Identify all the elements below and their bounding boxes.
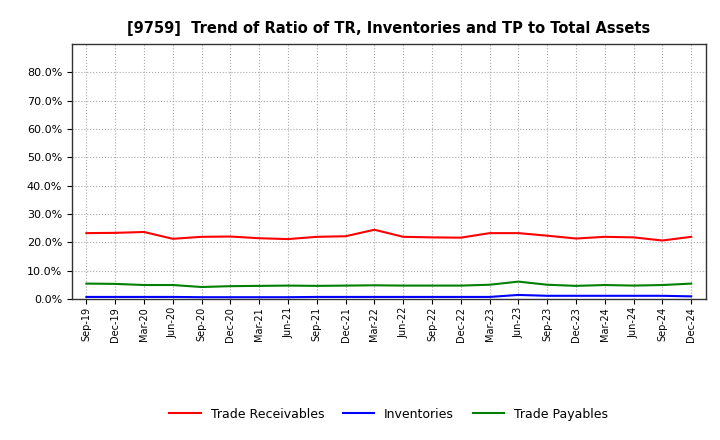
Trade Receivables — [140, 229, 148, 235]
Trade Payables — [197, 284, 206, 290]
Trade Receivables — [168, 236, 177, 242]
Trade Payables — [341, 283, 350, 288]
Inventories — [140, 294, 148, 300]
Inventories — [543, 293, 552, 298]
Inventories — [111, 294, 120, 300]
Trade Payables — [82, 281, 91, 286]
Inventories — [572, 293, 580, 298]
Inventories — [341, 294, 350, 300]
Inventories — [399, 294, 408, 300]
Trade Receivables — [456, 235, 465, 240]
Trade Payables — [399, 283, 408, 288]
Trade Receivables — [572, 236, 580, 241]
Inventories — [197, 294, 206, 300]
Inventories — [255, 294, 264, 300]
Inventories — [370, 294, 379, 300]
Trade Receivables — [197, 234, 206, 239]
Trade Receivables — [687, 234, 696, 239]
Inventories — [514, 292, 523, 297]
Trade Payables — [572, 283, 580, 289]
Inventories — [284, 294, 292, 300]
Trade Payables — [543, 282, 552, 287]
Line: Trade Payables: Trade Payables — [86, 282, 691, 287]
Trade Payables — [226, 283, 235, 289]
Trade Payables — [658, 282, 667, 288]
Trade Receivables — [600, 234, 609, 239]
Trade Payables — [687, 281, 696, 286]
Trade Payables — [168, 282, 177, 288]
Trade Receivables — [514, 231, 523, 236]
Trade Payables — [111, 281, 120, 286]
Line: Inventories: Inventories — [86, 295, 691, 297]
Inventories — [687, 294, 696, 299]
Trade Payables — [600, 282, 609, 288]
Trade Receivables — [255, 235, 264, 241]
Title: [9759]  Trend of Ratio of TR, Inventories and TP to Total Assets: [9759] Trend of Ratio of TR, Inventories… — [127, 21, 650, 36]
Trade Receivables — [658, 238, 667, 243]
Trade Payables — [255, 283, 264, 289]
Trade Payables — [485, 282, 494, 287]
Trade Payables — [428, 283, 436, 288]
Inventories — [600, 293, 609, 298]
Trade Receivables — [226, 234, 235, 239]
Trade Receivables — [341, 234, 350, 239]
Inventories — [82, 294, 91, 300]
Trade Receivables — [370, 227, 379, 232]
Trade Receivables — [111, 230, 120, 235]
Trade Payables — [629, 283, 638, 288]
Trade Receivables — [543, 233, 552, 238]
Trade Receivables — [428, 235, 436, 240]
Line: Trade Receivables: Trade Receivables — [86, 230, 691, 241]
Trade Payables — [312, 283, 321, 289]
Trade Payables — [370, 282, 379, 288]
Inventories — [226, 294, 235, 300]
Trade Receivables — [399, 234, 408, 239]
Inventories — [456, 294, 465, 300]
Trade Payables — [140, 282, 148, 288]
Inventories — [168, 294, 177, 300]
Trade Receivables — [82, 231, 91, 236]
Inventories — [312, 294, 321, 300]
Inventories — [658, 293, 667, 298]
Trade Payables — [514, 279, 523, 284]
Trade Receivables — [485, 231, 494, 236]
Trade Payables — [284, 283, 292, 288]
Legend: Trade Receivables, Inventories, Trade Payables: Trade Receivables, Inventories, Trade Pa… — [164, 403, 613, 425]
Trade Receivables — [312, 234, 321, 239]
Inventories — [428, 294, 436, 300]
Trade Receivables — [629, 235, 638, 240]
Inventories — [485, 294, 494, 300]
Trade Payables — [456, 283, 465, 288]
Inventories — [629, 293, 638, 298]
Trade Receivables — [284, 236, 292, 242]
